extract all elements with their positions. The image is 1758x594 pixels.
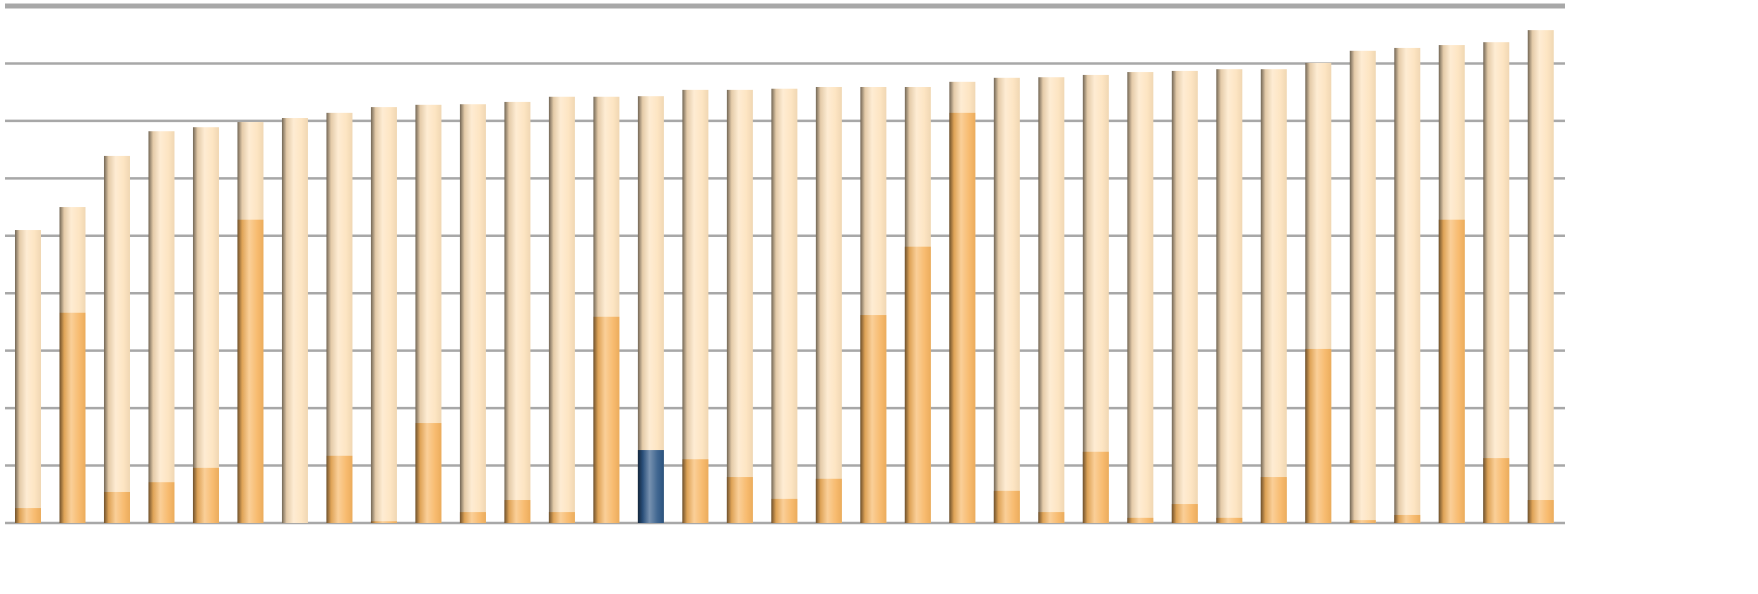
bar [1260,69,1287,523]
bar [1171,504,1198,523]
bar [459,512,486,523]
bar [1394,47,1421,523]
bar [815,478,842,523]
bar [949,112,976,523]
bar [548,512,575,523]
bar [771,88,798,523]
bar [459,104,486,523]
bar [192,127,219,524]
bar [993,77,1020,524]
bar [637,450,664,523]
bar [771,498,798,523]
bar [148,482,175,523]
bar [1038,512,1065,523]
bar [148,131,175,523]
bar [281,118,308,524]
bar [370,521,397,523]
bar [14,508,41,523]
bar [192,467,219,523]
bar [682,459,709,523]
bar [726,477,753,523]
bar [1260,477,1287,523]
bar [815,86,842,523]
bar [1527,500,1554,523]
bar [14,230,41,524]
bar [1438,219,1465,523]
bar [1038,77,1065,523]
bar [1216,69,1243,523]
bar [326,455,353,523]
bar [593,316,620,523]
bar [504,101,531,523]
bar [59,312,86,523]
bar [1171,70,1198,523]
bar [860,315,887,523]
bar [1527,30,1554,523]
bar [1082,451,1109,523]
bar [1082,74,1109,523]
bar [326,112,353,523]
bar [1394,514,1421,523]
bar [1349,520,1376,523]
bar [682,89,709,523]
bar [726,89,753,523]
bar [103,491,130,523]
bar [1305,348,1332,523]
bar [504,500,531,523]
bar [1349,50,1376,523]
bar [237,219,264,523]
bar [993,490,1020,523]
bar [415,423,442,523]
bar [1483,458,1510,523]
bar [1127,517,1154,523]
bar [1216,517,1243,523]
bar [904,246,931,524]
bar [370,107,397,523]
bar [1483,42,1510,523]
bar [103,155,130,523]
bar [1127,72,1154,524]
bar [548,96,575,524]
